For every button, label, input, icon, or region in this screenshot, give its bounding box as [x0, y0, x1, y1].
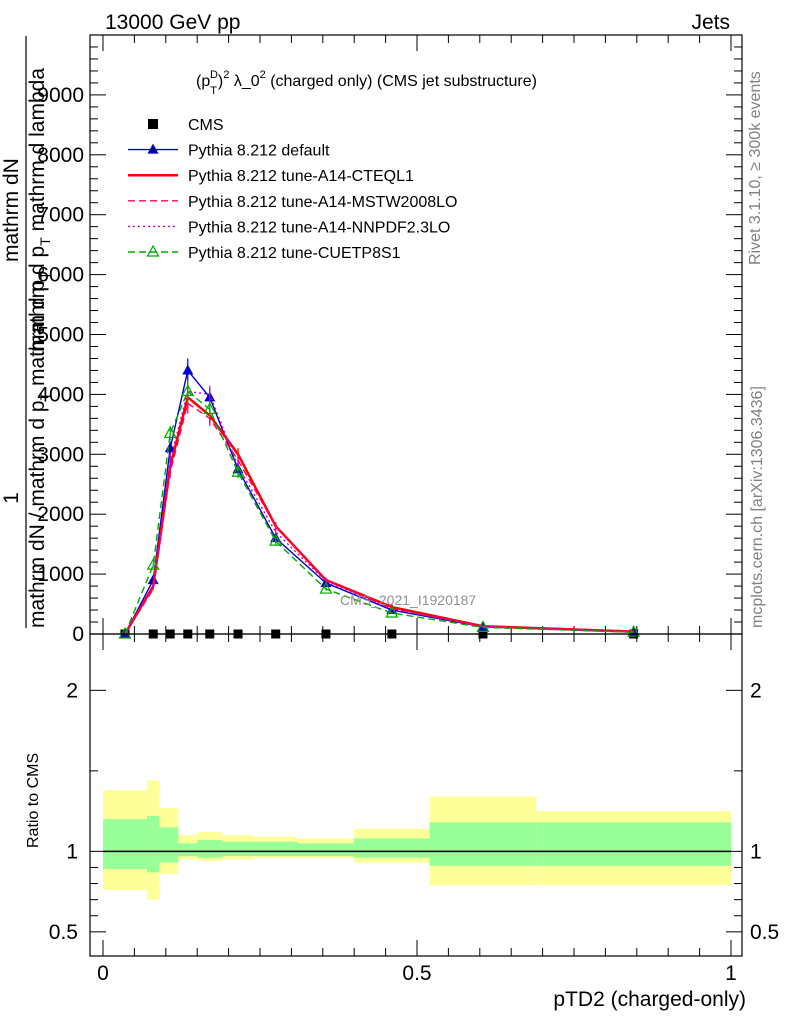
rivet-label: Rivet 3.1.10, ≥ 300k events	[747, 71, 764, 265]
ratio-green-band	[354, 838, 430, 858]
ratio-green-band	[222, 841, 254, 857]
series-line-5	[124, 390, 634, 635]
ratio-y-tick-label-right: 0.5	[750, 921, 779, 944]
series-marker-open-triangle	[203, 402, 217, 414]
legend-label: Pythia 8.212 default	[188, 143, 330, 160]
legend: CMS Pythia 8.212 default Pythia 8.212 tune…	[128, 117, 457, 262]
x-tick-label: 1	[725, 962, 737, 985]
legend-marker-triangle	[147, 143, 159, 154]
legend-label: Pythia 8.212 tune-CUETP8S1	[188, 245, 401, 262]
series-marker-open-triangle	[476, 620, 490, 633]
ratio-y-axis-label: Ratio to CMS	[25, 753, 42, 848]
ratio-green-band	[159, 827, 179, 863]
ratio-green-band	[178, 843, 198, 857]
x-tick-label: 0.5	[402, 962, 431, 985]
main-y-tick-label: 7000	[37, 204, 84, 227]
x-axis-label: pTD2 (charged-only)	[553, 988, 746, 1011]
ratio-green-band	[146, 815, 160, 873]
series-line-4	[124, 390, 634, 635]
series-marker-open-triangle	[627, 624, 641, 637]
main-y-tick-label: 1000	[37, 563, 84, 586]
ratio-frame	[89, 633, 743, 957]
ratio-y-tick-label-right: 2	[750, 679, 762, 702]
legend-label: Pythia 8.212 tune-A14-MSTW2008LO	[188, 194, 457, 211]
legend-marker-cms	[148, 119, 158, 129]
main-y-axis-label: 1 mathrm dN / mathrm d pT mathrm d pT ma…	[0, 36, 53, 628]
main-y-ticks: 0 1000 2000 3000 4000 5000 6000 7000 8000 9000	[37, 35, 742, 646]
ylabel-line-1: mathrm dN / mathrm d pT mathrm d pT	[26, 271, 53, 628]
series-marker-open-triangle	[319, 581, 333, 594]
series-marker-open-triangle	[269, 533, 283, 546]
legend-marker-open-triangle	[146, 244, 160, 257]
ratio-panel: 0.5 0.5 1 1 2 2 0 0.5 1 Ratio to CMS pTD2 (charg…	[25, 633, 779, 1011]
main-title: (pTD)2 λ_02 (charged only) (CMS jet subs…	[196, 69, 537, 97]
ratio-green-band	[429, 822, 537, 866]
mcplots-label: mcplots.cern.ch [arXiv:1306.3436]	[749, 386, 766, 628]
ratio-y-tick-label: 0.5	[49, 921, 78, 944]
energy-label: 13000 GeV pp	[105, 11, 240, 34]
legend-label: Pythia 8.212 tune-A14-NNPDF2.3LO	[188, 219, 450, 236]
main-y-tick-label: 2000	[37, 503, 84, 526]
main-y-tick-label: 8000	[37, 144, 84, 167]
ratio-green-band	[297, 843, 355, 857]
main-y-tick-label: 3000	[37, 443, 84, 466]
main-y-tick-label: 0	[72, 623, 84, 646]
series-marker-open-triangle	[163, 426, 177, 438]
ylabel-one: 1	[0, 492, 23, 504]
series-marker-open-triangle	[146, 557, 160, 570]
main-y-tick-label: 5000	[37, 324, 84, 347]
main-y-tick-label: 4000	[37, 383, 84, 406]
analysis-watermark: CMS_2021_I1920187	[340, 592, 476, 608]
legend-label: Pythia 8.212 tune-A14-CTEQL1	[188, 168, 414, 185]
ratio-green-band	[536, 822, 731, 866]
series-marker-open-triangle	[231, 465, 245, 477]
legend-label: CMS	[188, 117, 224, 134]
main-y-tick-label: 9000	[37, 84, 84, 107]
ratio-y-tick-label: 2	[66, 679, 78, 702]
ratio-y-tick-label-right: 1	[750, 840, 762, 863]
jets-label: Jets	[691, 11, 730, 34]
ratio-green-band	[253, 841, 298, 857]
ylabel-line-2: mathrm d pT mathrm d lambda	[26, 68, 53, 352]
series-marker-triangle	[182, 364, 194, 375]
series-marker-open-triangle	[385, 605, 399, 618]
series-marker-open-triangle	[118, 626, 132, 639]
ratio-y-tick-label: 1	[66, 840, 78, 863]
main-series	[118, 358, 641, 639]
series-marker-open-triangle	[181, 384, 195, 397]
ratio-green-band	[103, 819, 147, 870]
ratio-green-band	[197, 840, 223, 858]
main-y-tick-label: 6000	[37, 264, 84, 287]
ylabel-dn: mathrm dN	[0, 158, 23, 262]
ratio-ticks: 0.5 0.5 1 1 2 2 0 0.5 1	[49, 634, 779, 985]
main-panel: 0 1000 2000 3000 4000 5000 6000 7000 8000 9000 (p…	[0, 34, 743, 646]
x-tick-label: 0	[97, 962, 109, 985]
ratio-bands	[103, 780, 731, 900]
